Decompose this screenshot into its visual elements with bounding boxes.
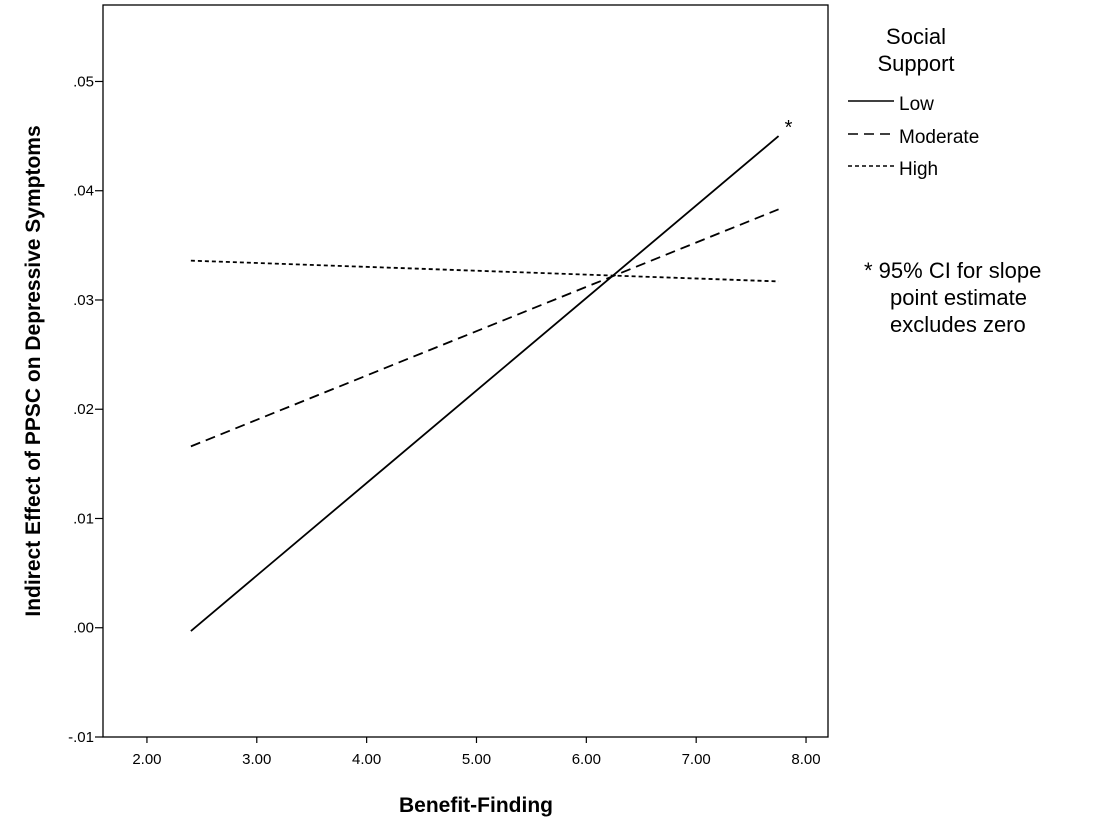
legend-title-line-1: Social — [886, 24, 946, 49]
y-tick-label: .05 — [73, 73, 94, 90]
y-tick-label: .00 — [73, 620, 94, 637]
y-axis: -.01 .00 .01 .02 .03 .04 .05 — [68, 73, 103, 746]
x-tick-label: 2.00 — [132, 751, 161, 768]
y-tick-label: .03 — [73, 292, 94, 309]
y-tick-label: .04 — [73, 183, 94, 200]
y-tick-label: .02 — [73, 401, 94, 418]
ci-note-line-3: excludes zero — [890, 312, 1026, 337]
plot-frame — [102, 4, 829, 738]
ci-note-line-2: point estimate — [890, 285, 1027, 310]
y-tick-label: -.01 — [68, 729, 94, 746]
legend: Social Support Low Moderate High — [848, 24, 979, 180]
legend-title-line-2: Support — [877, 51, 954, 76]
x-tick-label: 5.00 — [462, 751, 491, 768]
series-line-low — [190, 135, 780, 632]
y-tick-label: .01 — [73, 510, 94, 527]
x-tick-label: 7.00 — [682, 751, 711, 768]
x-tick-label: 6.00 — [572, 751, 601, 768]
x-tick-label: 4.00 — [352, 751, 381, 768]
x-axis: 2.00 3.00 4.00 5.00 6.00 7.00 8.00 — [132, 737, 821, 768]
x-tick-label: 3.00 — [242, 751, 271, 768]
legend-label-moderate: Moderate — [899, 127, 979, 148]
y-axis-title: Indirect Effect of PPSC on Depressive Sy… — [22, 125, 45, 616]
legend-label-high: High — [899, 159, 938, 180]
series-layer: * — [190, 117, 793, 632]
x-axis-title: Benefit-Finding — [399, 794, 553, 817]
series-line-high — [190, 259, 779, 283]
x-tick-label: 8.00 — [791, 751, 820, 768]
significance-marker-low: * — [785, 117, 793, 139]
ci-note-line-1: * 95% CI for slope — [864, 258, 1041, 283]
ci-note: * 95% CI for slope point estimate exclud… — [864, 258, 1041, 337]
series-line-moderate — [190, 208, 779, 448]
legend-label-low: Low — [899, 94, 934, 115]
